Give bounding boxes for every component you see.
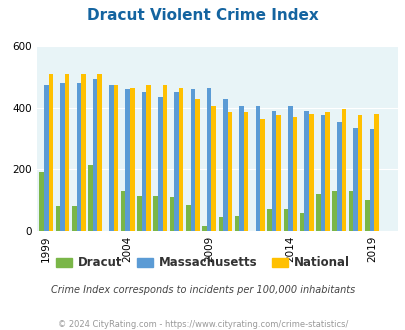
Bar: [373, 114, 378, 231]
Bar: [336, 122, 341, 231]
Bar: [283, 210, 288, 231]
Bar: [341, 109, 345, 231]
Bar: [158, 97, 162, 231]
Bar: [125, 89, 130, 231]
Bar: [162, 85, 167, 231]
Bar: [299, 213, 304, 231]
Bar: [315, 194, 320, 231]
Bar: [55, 206, 60, 231]
Bar: [194, 99, 199, 231]
Bar: [88, 165, 93, 231]
Bar: [141, 92, 146, 231]
Bar: [206, 88, 211, 231]
Text: Crime Index corresponds to incidents per 100,000 inhabitants: Crime Index corresponds to incidents per…: [51, 285, 354, 295]
Bar: [93, 79, 97, 231]
Bar: [348, 191, 352, 231]
Bar: [202, 226, 206, 231]
Bar: [109, 85, 113, 231]
Bar: [239, 106, 243, 231]
Bar: [121, 191, 125, 231]
Bar: [364, 200, 369, 231]
Bar: [292, 117, 296, 231]
Bar: [185, 205, 190, 231]
Bar: [324, 113, 329, 231]
Bar: [97, 74, 102, 231]
Bar: [60, 83, 65, 231]
Bar: [72, 206, 77, 231]
Bar: [146, 85, 150, 231]
Bar: [255, 106, 260, 231]
Bar: [174, 92, 178, 231]
Bar: [260, 118, 264, 231]
Bar: [320, 115, 324, 231]
Bar: [49, 74, 53, 231]
Bar: [218, 217, 222, 231]
Bar: [227, 113, 232, 231]
Bar: [39, 173, 44, 231]
Bar: [266, 210, 271, 231]
Bar: [178, 88, 183, 231]
Bar: [243, 113, 248, 231]
Bar: [130, 88, 134, 231]
Text: © 2024 CityRating.com - https://www.cityrating.com/crime-statistics/: © 2024 CityRating.com - https://www.city…: [58, 320, 347, 329]
Bar: [113, 85, 118, 231]
Bar: [271, 111, 276, 231]
Bar: [357, 115, 362, 231]
Bar: [81, 74, 85, 231]
Bar: [169, 197, 174, 231]
Bar: [153, 196, 158, 231]
Bar: [332, 191, 336, 231]
Bar: [77, 83, 81, 231]
Bar: [44, 85, 49, 231]
Bar: [308, 114, 313, 231]
Bar: [65, 74, 69, 231]
Legend: Dracut, Massachusetts, National: Dracut, Massachusetts, National: [51, 252, 354, 274]
Text: Dracut Violent Crime Index: Dracut Violent Crime Index: [87, 8, 318, 23]
Bar: [276, 115, 280, 231]
Bar: [369, 129, 373, 231]
Bar: [234, 215, 239, 231]
Bar: [222, 99, 227, 231]
Bar: [211, 106, 215, 231]
Bar: [304, 111, 308, 231]
Bar: [190, 89, 194, 231]
Bar: [352, 128, 357, 231]
Bar: [288, 106, 292, 231]
Bar: [137, 196, 141, 231]
